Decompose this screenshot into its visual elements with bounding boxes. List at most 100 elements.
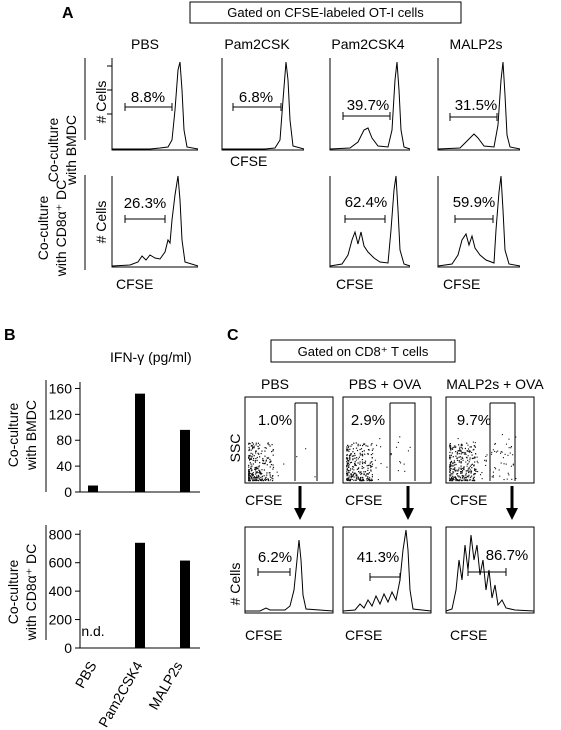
scatter-dot [260,472,262,474]
scatter-dot [250,449,252,451]
scatter-dot [362,463,364,465]
scatter-dot [251,465,253,467]
scatter-dot [492,449,494,451]
scatter-dot [467,448,470,450]
scatter-dot [248,455,250,457]
scatter-dot [458,469,460,471]
scatter-dot [265,460,267,462]
scatter-dot [252,478,254,480]
c-hist-pct-pbs-ova: 41.3% [357,549,400,566]
scatter-dot [248,473,251,475]
scatter-dot [349,456,351,458]
scatter-dot [456,459,458,461]
scatter-dot [461,472,463,474]
panel-b-letter: B [4,327,16,344]
scatter-dot [467,463,469,465]
scatter-dot [476,456,478,458]
scatter-dot [470,464,472,466]
scatter-dot [463,475,465,477]
scatter-dot [475,453,477,455]
scatter-dot [457,450,459,452]
scatter-dot [460,467,462,469]
scatter-dot [348,472,350,474]
scatter-dot [450,474,452,476]
scatter-dot [354,463,356,465]
scatter-dot [450,465,452,467]
scatter-dot [360,480,362,482]
scatter-dot [350,461,353,463]
scatter-dot [357,462,359,464]
scatter-dot [495,451,497,453]
scatter-dot [450,473,452,475]
svg-text:with CD8α⁺ DC: with CD8α⁺ DC [53,180,69,277]
a-pct-bmdc-malp2s: 31.5% [455,97,498,114]
scatter-dot [469,450,471,452]
scatter-dot [455,455,457,457]
scatter-dot [350,475,352,477]
scatter-dot [359,479,361,481]
scatter-dot [371,476,373,478]
scatter-dot [358,477,360,479]
scatter-dot [346,471,348,473]
scatter-dot [356,449,359,452]
scatter-dot [369,462,371,464]
scatter-dot [346,450,348,452]
scatter-dot [255,473,257,475]
scatter-dot [485,455,487,457]
scatter-dot [449,457,451,459]
scatter-dot [357,478,359,480]
scatter-dot [353,472,355,474]
scatter-dot [449,477,451,479]
scatter-dot [452,471,454,473]
scatter-dot [349,454,351,456]
scatter-dot [348,461,350,463]
scatter-dot [359,454,361,456]
scatter-dot [269,461,271,463]
scatter-dot [352,459,354,461]
scatter-dot [354,464,356,466]
scatter-dot [364,453,366,455]
scatter-dot [369,478,371,481]
scatter-dot [372,448,374,450]
scatter-dot [499,475,501,477]
scatter-dot [264,477,266,479]
b-title: IFN-γ (pg/ml) [110,349,192,365]
scatter-dot [450,460,453,462]
scatter-dot [480,474,482,476]
c-xaxis-dot-pbs-ova: CFSE [345,492,382,508]
scatter-dot [506,478,508,480]
scatter-dot [257,474,260,476]
scatter-dot [351,478,353,481]
scatter-dot [363,474,365,476]
c-xaxis-dot-malp2s-ova: CFSE [450,492,487,508]
scatter-dot [462,479,464,481]
scatter-dot [250,468,252,470]
scatter-dot [362,478,364,480]
scatter-dot [256,479,258,481]
scatter-dot [252,459,254,461]
scatter-dot [272,468,274,470]
a-yaxis-cd8: # Cells [93,201,109,244]
scatter-dot [270,460,272,462]
scatter-dot [256,475,258,477]
scatter-dot [374,459,376,461]
scatter-dot [356,476,358,478]
scatter-dot [469,469,471,471]
scatter-dot [361,451,364,453]
scatter-dot [454,464,456,466]
scatter-dot [473,479,475,481]
scatter-dot [369,464,372,467]
scatter-dot [461,474,463,476]
scatter-dot [367,467,369,469]
scatter-dot [258,466,260,468]
scatter-dot [269,458,271,461]
scatter-dot [366,473,368,475]
scatter-dot [460,480,462,482]
scatter-dot [466,442,468,444]
scatter-dot [467,470,469,472]
scatter-dot [369,477,371,479]
scatter-dot [370,444,372,446]
scatter-dot [263,463,265,465]
scatter-dot [403,463,405,465]
scatter-dot [449,478,451,480]
